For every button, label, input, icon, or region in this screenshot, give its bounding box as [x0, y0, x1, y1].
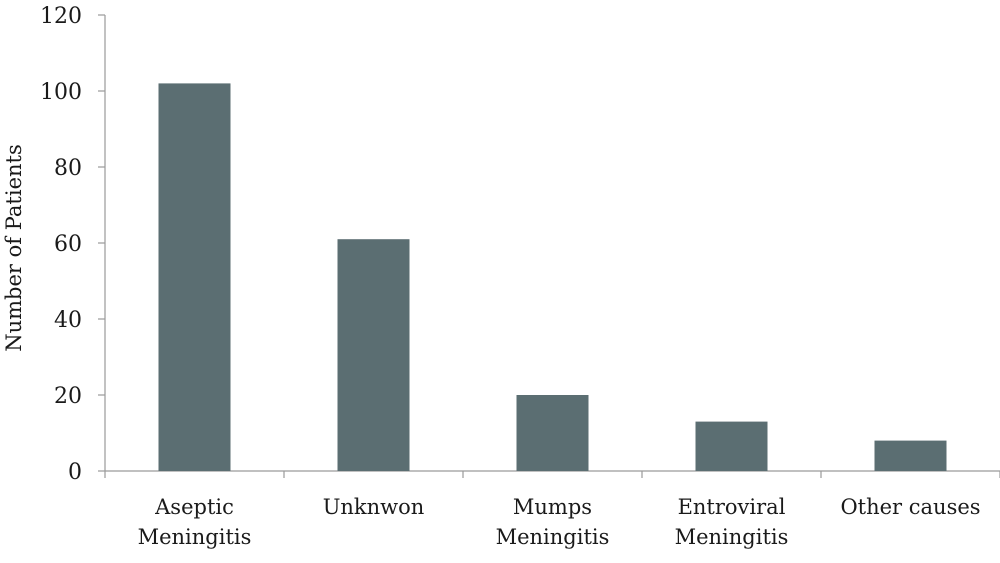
x-tick-label-line: Meningitis: [138, 525, 252, 549]
x-tick-label-line: Aseptic: [154, 495, 234, 519]
x-tick-label: Unknwon: [323, 495, 425, 519]
y-tick-label: 80: [54, 156, 82, 181]
y-tick-label: 60: [54, 232, 82, 257]
y-tick-label: 20: [54, 384, 82, 409]
y-tick-label: 0: [68, 460, 82, 485]
x-tick-label: Mumps Meningitis: [496, 495, 610, 549]
x-tick-label: Aseptic Meningitis: [138, 495, 252, 549]
bar: [874, 440, 947, 471]
x-tick-label-line: Meningitis: [496, 525, 610, 549]
y-tick-label: 120: [40, 4, 82, 29]
bar: [516, 395, 589, 471]
x-tick-label-line: Mumps: [513, 495, 592, 519]
x-tick-label-line: Entroviral: [678, 495, 786, 519]
x-tick-label: Other causes: [840, 495, 980, 519]
y-axis-title: Number of Patients: [2, 144, 26, 352]
y-axis: 0 20 40 60 80 100 120: [40, 4, 106, 485]
x-tick-label-line: Other causes: [840, 495, 980, 519]
bar: [158, 83, 231, 472]
y-tick-label: 40: [54, 308, 82, 333]
y-tick-label: 100: [40, 80, 82, 105]
x-tick-label-line: Meningitis: [675, 525, 789, 549]
bars: [158, 83, 947, 472]
bar: [695, 421, 768, 471]
x-tick-label: Entroviral Meningitis: [675, 495, 789, 549]
x-tick-label-line: Unknwon: [323, 495, 425, 519]
bar: [337, 239, 410, 471]
